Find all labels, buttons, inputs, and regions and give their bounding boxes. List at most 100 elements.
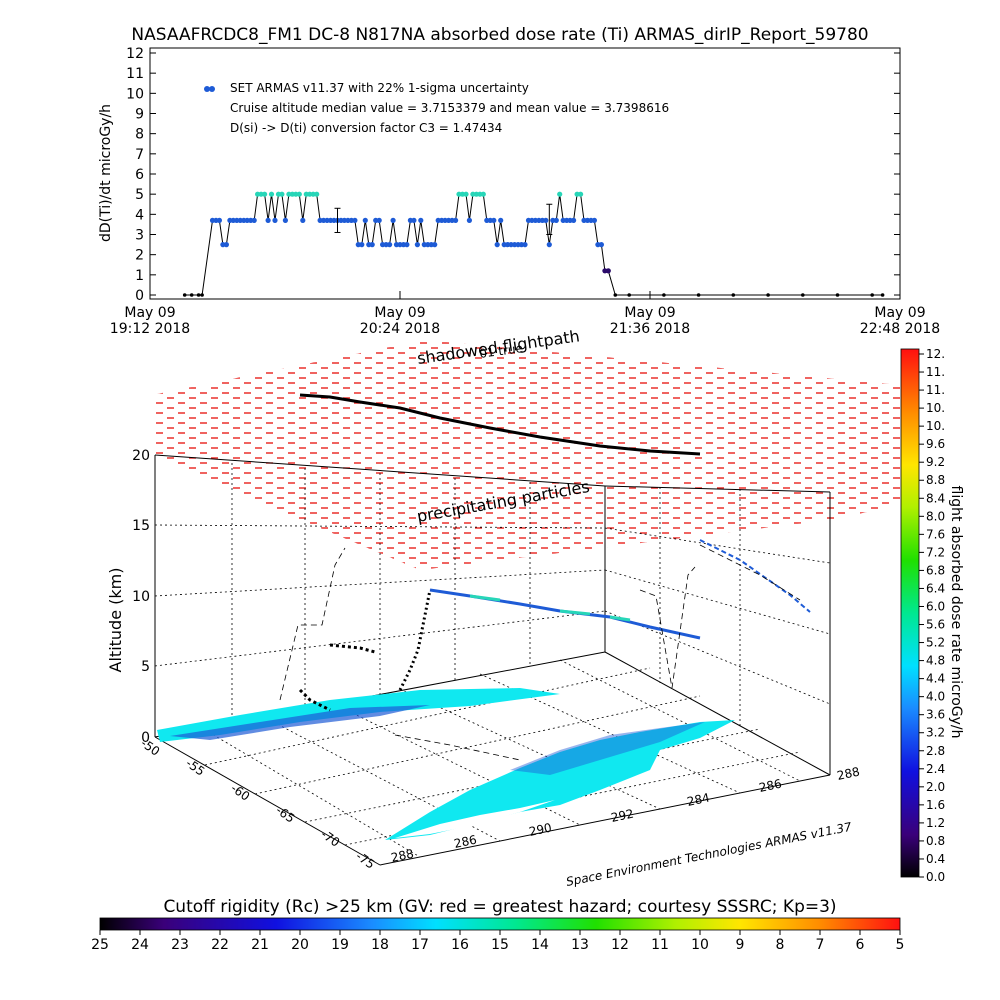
dose-rate-tick-label: 5.2 — [926, 636, 945, 650]
data-point — [546, 242, 552, 248]
altitude-tick-label: 5 — [141, 659, 150, 675]
latitude-ticks: -50-55-60-65-70-75 — [138, 736, 377, 872]
data-point — [463, 191, 469, 197]
projection-lines — [279, 544, 801, 761]
data-point — [279, 191, 285, 197]
data-point — [571, 217, 577, 223]
data-point — [272, 217, 278, 223]
data-point — [591, 217, 598, 223]
dose-rate-tick-label: 11. — [926, 365, 945, 379]
dose-rate-tick-label: 0.0 — [926, 870, 945, 884]
data-point — [300, 217, 306, 223]
y-tick-label: 7 — [135, 147, 144, 163]
cutoff-rigidity-label: Cutoff rigidity (Rc) >25 km (GV: red = g… — [163, 897, 836, 917]
data-point — [731, 293, 736, 297]
altitude-axis-label: Altitude (km) — [106, 568, 125, 673]
flight-track-climb — [398, 589, 432, 691]
dose-rate-tick-label: 2.0 — [926, 780, 945, 794]
dose-rate-colorbar-fill — [901, 349, 919, 877]
data-point — [578, 191, 584, 197]
cutoff-rigidity-tick-label: 23 — [171, 937, 189, 953]
y-tick-label: 0 — [135, 288, 144, 304]
ground-terrain — [157, 688, 735, 840]
data-point — [498, 217, 504, 223]
cutoff-rigidity-tick-label: 25 — [91, 937, 109, 953]
data-point — [801, 293, 805, 297]
data-point — [265, 217, 271, 223]
data-point — [223, 242, 229, 248]
conversion-note: D(si) -> D(ti) conversion factor C3 = 1.… — [230, 121, 502, 135]
y-tick-label: 8 — [135, 127, 144, 143]
cutoff-rigidity-colorbar-fill — [100, 918, 900, 930]
y-tick-label: 12 — [126, 46, 144, 62]
cutoff-rigidity-tick-label: 10 — [691, 937, 709, 953]
precipitating-particles-sheet — [152, 340, 900, 570]
data-point — [390, 217, 396, 223]
data-point — [362, 217, 368, 223]
dose-rate-tick-label: 6.0 — [926, 599, 945, 613]
cutoff-rigidity-tick-label: 18 — [371, 937, 389, 953]
data-point — [359, 242, 365, 248]
cutoff-rigidity-colorbar: Cutoff rigidity (Rc) >25 km (GV: red = g… — [91, 897, 904, 953]
cutoff-rigidity-tick-label: 7 — [816, 937, 825, 953]
x-tick-date: May 09 — [374, 305, 425, 321]
shadowed-flightpath — [299, 393, 701, 456]
cutoff-rigidity-tick-label: 19 — [331, 937, 349, 953]
flight-track-descent — [298, 643, 376, 712]
dose-rate-tick-label: 11. — [926, 383, 945, 397]
dose-rate-tick-label: 1.2 — [926, 816, 945, 830]
dose-rate-colorbar-label: flight absorbed dose rate microGy/h — [948, 486, 964, 739]
dose-rate-tick-label: 5.6 — [926, 618, 945, 632]
longitude-tick-label: 286 — [453, 832, 478, 850]
dose-rate-tick-label: 4.4 — [926, 672, 945, 686]
flight-track-right — [699, 539, 811, 613]
dose-rate-tick-label: 4.8 — [926, 654, 945, 668]
data-point — [598, 242, 605, 248]
longitude-tick-label: 286 — [758, 776, 783, 794]
longitude-tick-label: 292 — [610, 806, 635, 824]
x-tick-date: May 09 — [124, 305, 175, 321]
dose-rate-colorbar: 12. 11. 11. 10. 10. 9.6 9.2 8.8 8.4 8.0 7.6 7.2 6.8 6… — [900, 347, 964, 884]
data-point — [835, 293, 840, 297]
latitude-tick-label: -60 — [228, 781, 252, 804]
data-point — [376, 217, 382, 223]
altitude-tick-label: 0 — [141, 730, 150, 746]
data-point — [627, 293, 631, 297]
x-tick-time: 20:24 2018 — [360, 321, 440, 337]
data-point — [282, 217, 288, 223]
y-axis-label: dD(Ti)/dt microGy/h — [98, 104, 114, 242]
y-tick-label: 11 — [126, 66, 144, 82]
dose-rate-tick-label: 3.6 — [926, 708, 945, 722]
x-tick-time: 19:12 2018 — [110, 321, 190, 337]
dose-rate-tick-label: 2.4 — [926, 762, 945, 776]
dose-rate-tick-label: 2.8 — [926, 744, 945, 758]
cutoff-rigidity-tick-label: 15 — [491, 937, 509, 953]
cutoff-rigidity-tick-label: 24 — [131, 937, 149, 953]
cutoff-rigidity-tick-label: 8 — [776, 937, 785, 953]
y-tick-label: 1 — [135, 268, 144, 284]
dose-rate-tick-label: 9.2 — [926, 455, 945, 469]
cutoff-rigidity-tick-label: 16 — [451, 937, 469, 953]
cutoff-rigidity-tick-label: 6 — [856, 937, 865, 953]
credit-text: Space Environment Technologies ARMAS v11… — [565, 820, 853, 889]
data-point — [870, 293, 874, 297]
dose-rate-tick-label: 4.0 — [926, 690, 945, 704]
longitude-tick-label: 288 — [836, 764, 861, 782]
data-point — [613, 293, 618, 297]
data-point — [480, 191, 486, 197]
data-point — [418, 217, 424, 223]
cutoff-rigidity-tick-label: 12 — [611, 937, 629, 953]
longitude-ticks: 288 286 290 292 284 286 288 — [390, 764, 861, 864]
data-point — [522, 242, 528, 248]
dose-series — [182, 191, 885, 297]
data-point — [553, 217, 559, 223]
data-point — [696, 293, 701, 297]
x-tick-time: 22:48 2018 — [860, 321, 940, 337]
cutoff-rigidity-tick-label: 13 — [571, 937, 589, 953]
y-tick-label: 10 — [126, 86, 144, 102]
cutoff-rigidity-tick-label: 9 — [736, 937, 745, 953]
dose-rate-tick-label: 8.0 — [926, 509, 945, 523]
dose-rate-tick-label: 3.2 — [926, 726, 945, 740]
